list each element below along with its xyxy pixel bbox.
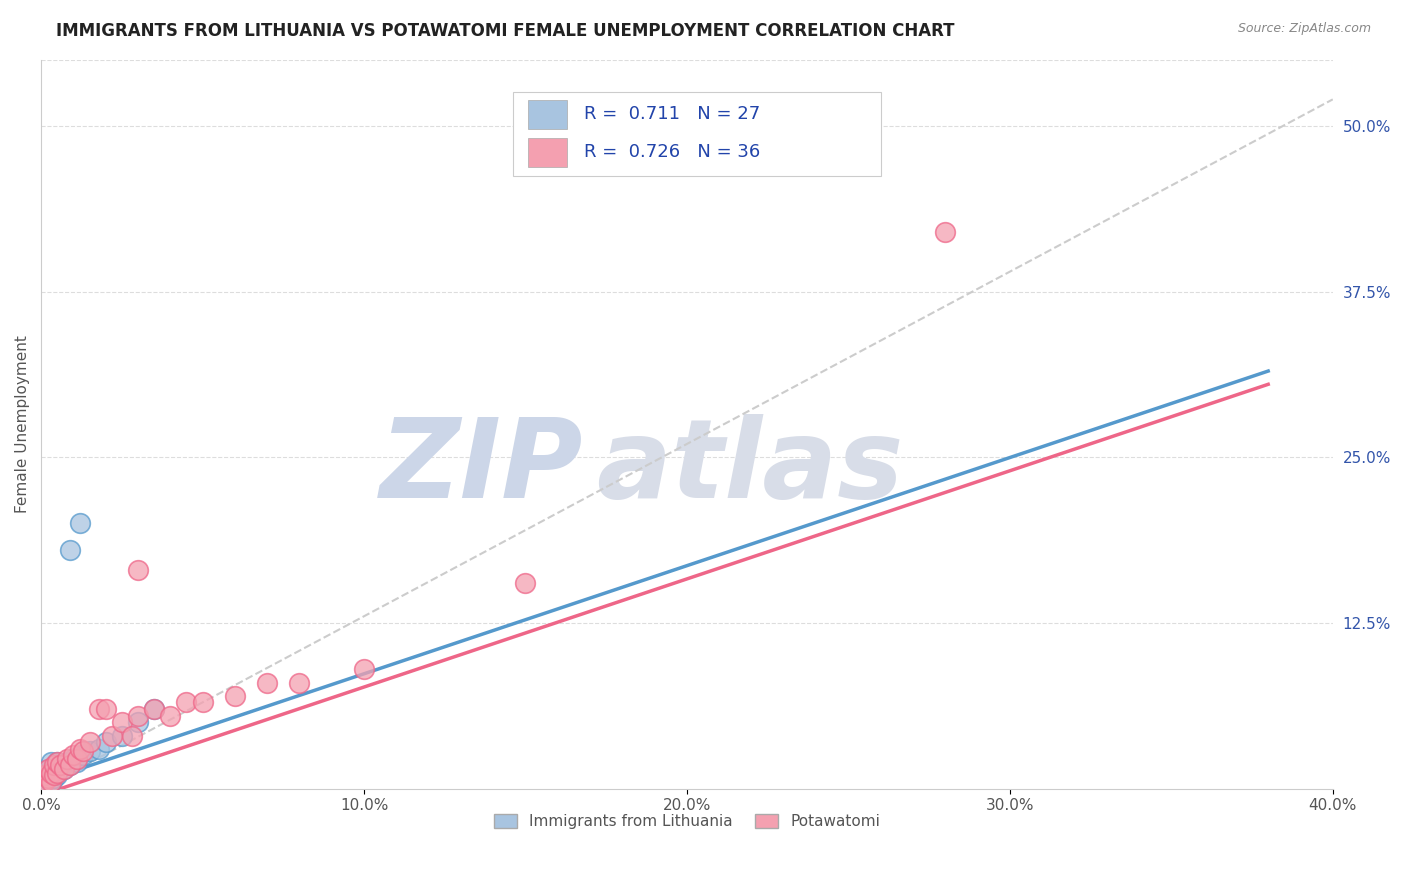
Point (94, 702, 117, 716)
Point (42, 757, 65, 772)
Point (37, 771, 59, 785)
Point (34, 768, 56, 782)
Point (56, 755, 79, 769)
Point (127, 715, 149, 730)
Point (353, 662, 375, 676)
Point (39, 755, 62, 769)
Point (69, 741, 91, 756)
Point (39, 765, 62, 780)
Point (79, 744, 101, 758)
Point (49, 757, 72, 772)
Point (515, 576, 537, 591)
Text: Source: ZipAtlas.com: Source: ZipAtlas.com (1237, 22, 1371, 36)
Point (111, 729, 134, 743)
Legend: Immigrants from Lithuania, Potawatomi: Immigrants from Lithuania, Potawatomi (488, 808, 886, 836)
Point (34, 768, 56, 782)
Point (39, 768, 62, 782)
Point (127, 563, 149, 577)
FancyBboxPatch shape (513, 93, 880, 177)
Point (34, 775, 56, 789)
Point (59, 757, 82, 772)
Point (62, 748, 84, 763)
Point (42, 771, 65, 785)
Point (46, 755, 69, 769)
Text: R =  0.726   N = 36: R = 0.726 N = 36 (583, 144, 759, 161)
FancyBboxPatch shape (529, 100, 567, 128)
Point (46, 768, 69, 782)
Point (159, 708, 181, 723)
Point (72, 744, 94, 758)
Point (69, 516, 91, 531)
Point (42, 768, 65, 782)
Y-axis label: Female Unemployment: Female Unemployment (15, 335, 30, 513)
Point (934, 225, 956, 239)
Point (49, 762, 72, 776)
Point (66, 752, 89, 766)
Point (79, 735, 101, 749)
FancyBboxPatch shape (529, 137, 567, 167)
Point (66, 755, 89, 769)
Point (39, 775, 62, 789)
Point (46, 755, 69, 769)
Point (59, 757, 82, 772)
Point (256, 675, 278, 690)
Point (59, 543, 82, 558)
Point (143, 702, 166, 716)
Point (224, 689, 246, 703)
Text: atlas: atlas (596, 414, 904, 521)
Point (127, 708, 149, 723)
Point (111, 715, 134, 730)
Point (37, 771, 59, 785)
Point (101, 729, 124, 743)
Point (143, 702, 166, 716)
Text: R =  0.711   N = 27: R = 0.711 N = 27 (583, 105, 759, 123)
Point (52, 762, 75, 776)
Point (37, 762, 59, 776)
Point (52, 762, 75, 776)
Point (56, 752, 79, 766)
Point (176, 695, 198, 709)
Point (34, 775, 56, 789)
Point (288, 675, 311, 690)
Point (62, 752, 84, 766)
Point (37, 762, 59, 776)
Point (94, 735, 117, 749)
Point (72, 748, 94, 763)
Text: IMMIGRANTS FROM LITHUANIA VS POTAWATOMI FEMALE UNEMPLOYMENT CORRELATION CHART: IMMIGRANTS FROM LITHUANIA VS POTAWATOMI … (56, 22, 955, 40)
Point (121, 729, 143, 743)
Point (89, 741, 111, 756)
Point (39, 775, 62, 789)
Point (46, 765, 69, 780)
Text: ZIP: ZIP (380, 414, 583, 521)
Point (69, 748, 91, 763)
Point (42, 762, 65, 776)
Point (89, 702, 111, 716)
Point (191, 695, 214, 709)
